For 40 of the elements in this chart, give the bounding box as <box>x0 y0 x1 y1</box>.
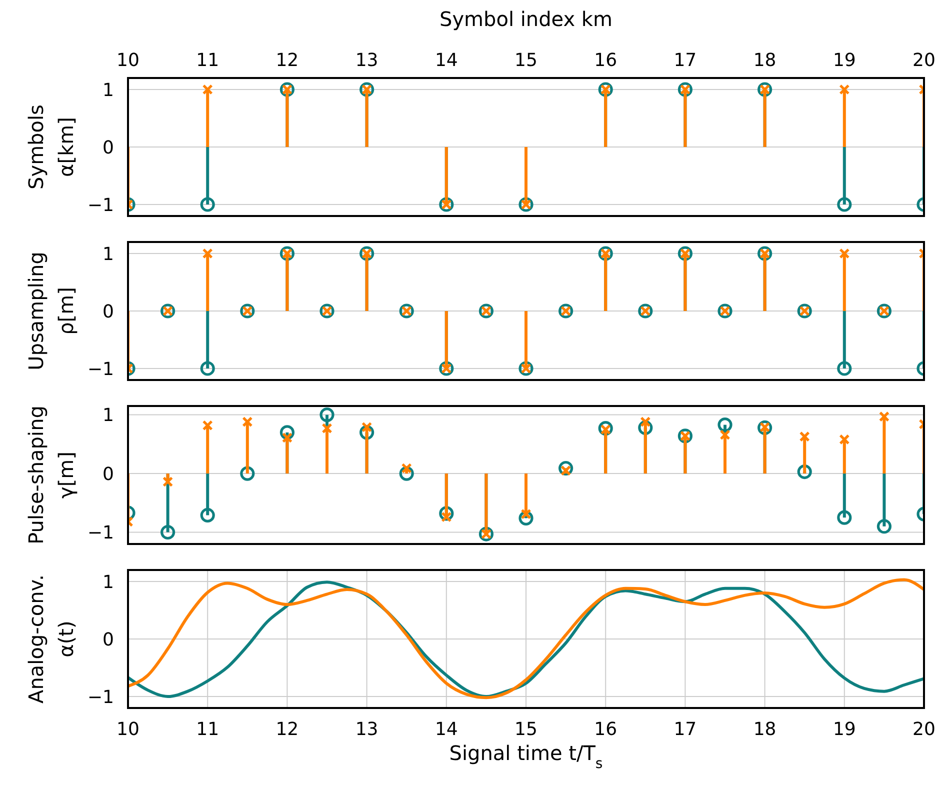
x2-tick-label: 11 <box>196 50 220 71</box>
y-tick-label: 1 <box>102 405 114 426</box>
x-tick-label: 16 <box>594 718 618 740</box>
y-axis-title: Analog-conv. α(t) <box>24 574 78 704</box>
x-tick-label: 13 <box>355 718 378 740</box>
x2-tick-label: 10 <box>116 50 140 71</box>
y-tick-label: 0 <box>102 629 114 650</box>
y-tick-label: 0 <box>102 464 114 485</box>
y-axis-title: Pulse-shaping γ[m] <box>24 406 78 544</box>
y-tick-label: 1 <box>102 80 114 101</box>
x-tick-label: 11 <box>196 718 220 740</box>
x2-axis-title: Symbol index km <box>440 7 612 31</box>
y-tick-label: −1 <box>87 522 114 544</box>
x2-tick-label: 12 <box>276 50 299 71</box>
x-tick-label: 10 <box>116 718 140 740</box>
x-tick-label: 17 <box>674 718 697 740</box>
x-tick-label: 14 <box>434 718 458 740</box>
x-axis-title: Signal time t/T$_{s}$ <box>449 741 603 772</box>
x-tick-label: 20 <box>912 718 936 740</box>
x-tick-label: 15 <box>514 718 538 740</box>
x-tick-label: 18 <box>753 718 776 740</box>
y-tick-label: −1 <box>87 686 114 708</box>
x2-tick-label: 16 <box>594 50 618 71</box>
x-tick-label: 12 <box>276 718 299 740</box>
x2-tick-label: 17 <box>674 50 697 71</box>
x-tick-label: 19 <box>832 718 856 740</box>
x2-tick-label: 13 <box>355 50 378 71</box>
y-tick-label: 0 <box>102 301 114 322</box>
x2-tick-label: 19 <box>832 50 856 71</box>
x2-tick-label: 20 <box>912 50 936 71</box>
y-tick-label: −1 <box>87 358 114 380</box>
y-tick-label: 0 <box>102 137 114 158</box>
y-axis-title: Symbols α[km] <box>24 104 78 190</box>
y-tick-label: 1 <box>102 244 114 265</box>
x2-tick-label: 18 <box>753 50 776 71</box>
y-tick-label: 1 <box>102 572 114 593</box>
x2-tick-label: 15 <box>514 50 538 71</box>
x2-tick-label: 14 <box>434 50 458 71</box>
y-tick-label: −1 <box>87 194 114 216</box>
y-axis-title: Upsampling ρ[m] <box>24 252 78 370</box>
